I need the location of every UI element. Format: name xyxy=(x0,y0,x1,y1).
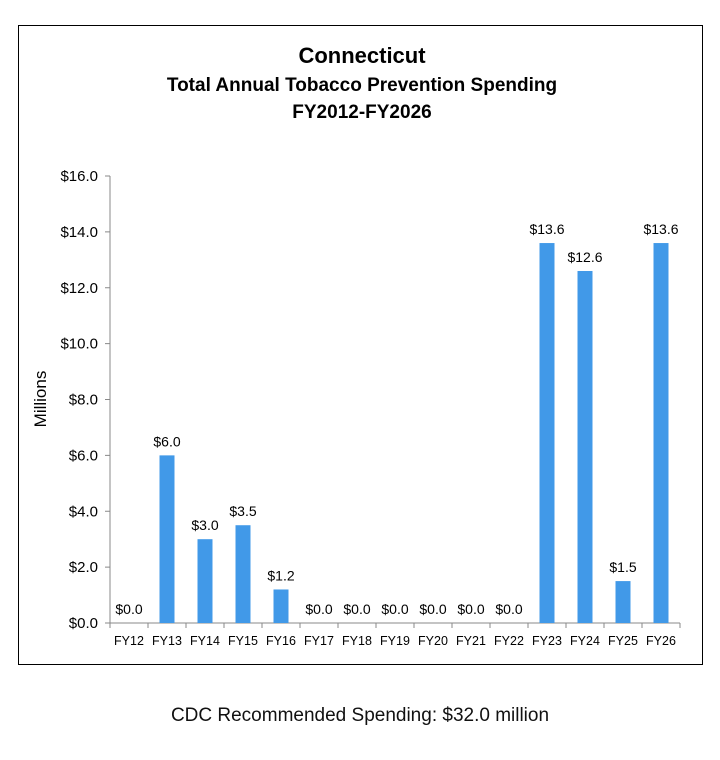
data-label: $0.0 xyxy=(381,601,408,617)
y-tick-label: $8.0 xyxy=(69,392,98,409)
chart-frame: Connecticut Total Annual Tobacco Preventi… xyxy=(18,25,703,665)
x-tick-label: FY25 xyxy=(608,634,638,648)
x-tick-label: FY12 xyxy=(114,634,144,648)
x-tick-label: FY16 xyxy=(266,634,296,648)
y-tick-label: $16.0 xyxy=(60,168,98,185)
cdc-recommended-note: CDC Recommended Spending: $32.0 million xyxy=(170,705,550,726)
bar xyxy=(615,581,631,623)
bar xyxy=(197,539,213,623)
data-label: $0.0 xyxy=(343,601,370,617)
y-tick-label: $10.0 xyxy=(60,336,98,353)
data-label: $3.5 xyxy=(229,503,256,519)
bar xyxy=(273,589,289,623)
data-label: $0.0 xyxy=(305,601,332,617)
data-label: $0.0 xyxy=(495,601,522,617)
x-tick-label: FY26 xyxy=(646,634,676,648)
data-label: $3.0 xyxy=(191,517,218,533)
y-axis-label: Millions xyxy=(31,371,50,428)
x-tick-label: FY19 xyxy=(380,634,410,648)
y-tick-label: $6.0 xyxy=(69,447,98,464)
y-tick-label: $2.0 xyxy=(69,559,98,576)
bar xyxy=(159,455,175,623)
data-label: $0.0 xyxy=(457,601,484,617)
data-label: $13.6 xyxy=(529,221,564,237)
data-label: $0.0 xyxy=(115,601,142,617)
x-tick-label: FY24 xyxy=(570,634,600,648)
x-tick-label: FY14 xyxy=(190,634,220,648)
y-tick-label: $4.0 xyxy=(69,503,98,520)
data-label: $0.0 xyxy=(419,601,446,617)
bar xyxy=(577,270,593,623)
x-tick-label: FY15 xyxy=(228,634,258,648)
x-tick-label: FY21 xyxy=(456,634,486,648)
data-label: $1.5 xyxy=(609,559,636,575)
data-label: $1.2 xyxy=(267,567,294,583)
y-tick-label: $14.0 xyxy=(60,224,98,241)
x-tick-label: FY13 xyxy=(152,634,182,648)
x-tick-label: FY17 xyxy=(304,634,334,648)
data-label: $6.0 xyxy=(153,433,180,449)
bar xyxy=(653,243,669,624)
data-label: $12.6 xyxy=(567,249,602,265)
bar-chart: Connecticut Total Annual Tobacco Preventi… xyxy=(31,43,681,648)
data-label: $13.6 xyxy=(643,221,678,237)
chart-subtitle: FY2012-FY2026 xyxy=(292,102,431,123)
bar xyxy=(235,525,251,623)
y-tick-label: $0.0 xyxy=(69,615,98,632)
bar xyxy=(539,243,555,624)
chart-title: Connecticut xyxy=(298,43,426,68)
x-tick-label: FY22 xyxy=(494,634,524,648)
chart-subtitle: Total Annual Tobacco Prevention Spending xyxy=(167,75,557,96)
x-tick-label: FY23 xyxy=(532,634,562,648)
x-tick-label: FY20 xyxy=(418,634,448,648)
x-tick-label: FY18 xyxy=(342,634,372,648)
y-tick-label: $12.0 xyxy=(60,280,98,297)
